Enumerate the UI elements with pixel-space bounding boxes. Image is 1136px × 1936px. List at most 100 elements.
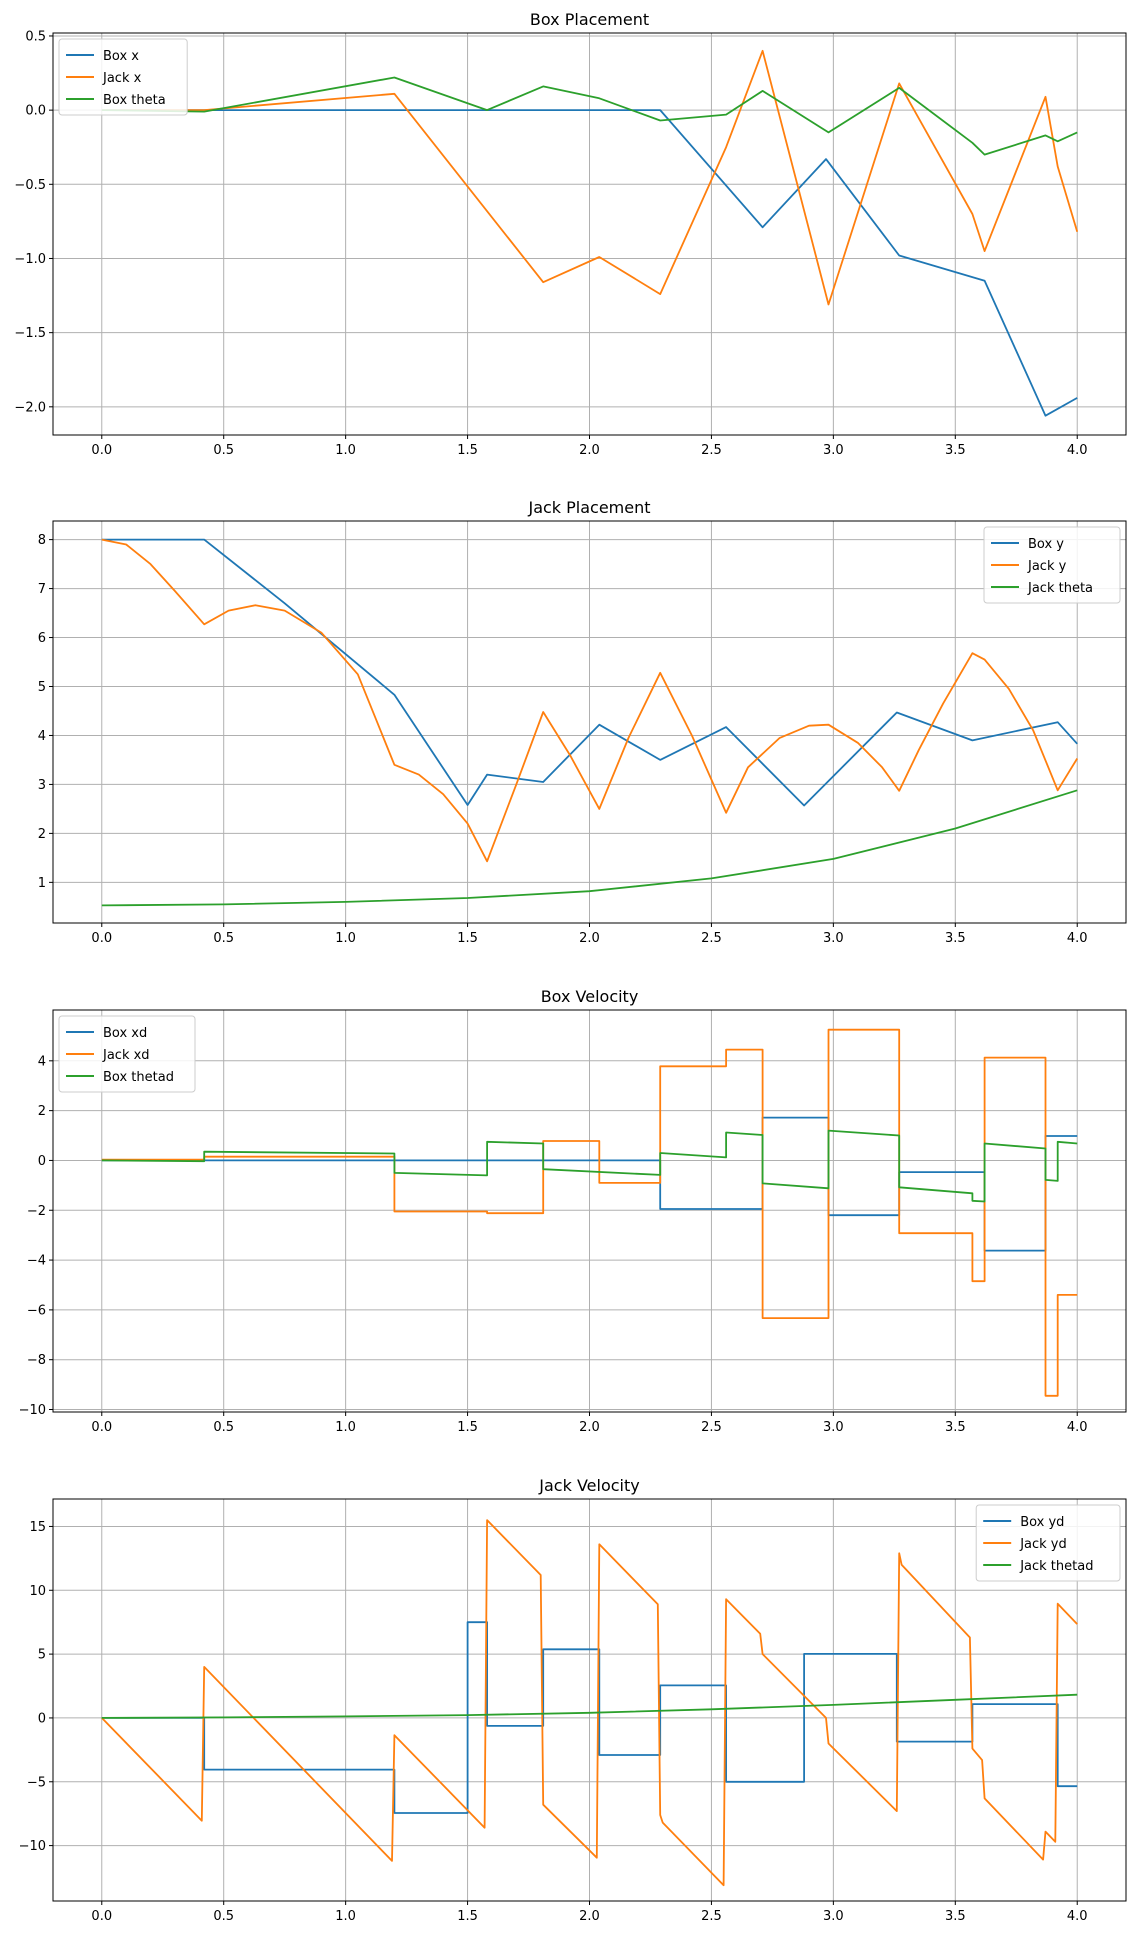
legend-box bbox=[58, 1015, 196, 1093]
x-tick-label: 3.5 bbox=[945, 443, 966, 458]
x-tick-label: 0.0 bbox=[91, 1909, 112, 1924]
legend-label: Jack yd bbox=[1019, 1537, 1067, 1552]
y-tick-label: −2 bbox=[27, 1204, 46, 1219]
x-tick-label: 0.5 bbox=[213, 931, 234, 946]
chart-title: Box Placement bbox=[530, 10, 649, 29]
legend-label: Box yd bbox=[1020, 1515, 1064, 1530]
y-tick-label: 5 bbox=[38, 1648, 46, 1663]
legend-box bbox=[983, 526, 1121, 604]
y-tick-label: −1.0 bbox=[14, 252, 46, 267]
y-tick-label: 4 bbox=[38, 729, 46, 744]
y-tick-label: 0 bbox=[38, 1154, 46, 1169]
legend-label: Box x bbox=[103, 49, 139, 64]
axes-frame bbox=[52, 520, 1127, 924]
y-tick-label: 3 bbox=[38, 778, 46, 793]
y-tick-label: 2 bbox=[38, 1104, 46, 1119]
legend: Box xd Jack xd Box thetad bbox=[58, 1015, 196, 1093]
x-tick-label: 1.0 bbox=[335, 1909, 356, 1924]
y-tick-label: 0 bbox=[38, 1711, 46, 1726]
y-tick-label: 7 bbox=[38, 582, 46, 597]
series-line-box-yd bbox=[101, 1621, 1078, 1814]
series-line-jack-xd bbox=[101, 1028, 1078, 1397]
x-tick-label: 2.5 bbox=[701, 443, 722, 458]
legend-box bbox=[975, 1504, 1121, 1582]
x-tick-label: 1.5 bbox=[457, 1909, 478, 1924]
x-tick-label: 1.5 bbox=[457, 443, 478, 458]
x-tick-label: 0.0 bbox=[91, 443, 112, 458]
subplot-4: Jack Velocity 0.0 0.5 1.0 1.5 2.0 2.5 3.0 3.5 4.0… bbox=[19, 1476, 1127, 1924]
legend: Box yd Jack yd Jack thetad bbox=[975, 1504, 1121, 1582]
series-line-jack-thetad bbox=[101, 1693, 1078, 1719]
chart-title: Jack Placement bbox=[527, 498, 650, 517]
x-tick-label: 2.0 bbox=[579, 1909, 600, 1924]
x-tick-label: 4.0 bbox=[1067, 1420, 1088, 1435]
x-tick-label: 3.0 bbox=[823, 443, 844, 458]
y-tick-label: −6 bbox=[27, 1303, 46, 1318]
legend-label: Jack theta bbox=[1027, 581, 1093, 596]
subplot-3: Box Velocity 0.0 0.5 1.0 1.5 2.0 2.5 3.0 3.5 4.0 4… bbox=[19, 987, 1127, 1435]
legend-label: Jack y bbox=[1027, 559, 1067, 574]
x-tick-label: 2.5 bbox=[701, 1420, 722, 1435]
legend: Box y Jack y Jack theta bbox=[983, 526, 1121, 604]
series-line-jack-y bbox=[101, 538, 1078, 863]
x-tick-label: 4.0 bbox=[1067, 1909, 1088, 1924]
x-tick-label: 1.5 bbox=[457, 931, 478, 946]
series-line-box-theta bbox=[101, 76, 1078, 156]
x-tick-label: 0.0 bbox=[91, 1420, 112, 1435]
x-tick-label: 1.0 bbox=[335, 443, 356, 458]
y-tick-label: 6 bbox=[38, 631, 46, 646]
y-tick-label: −4 bbox=[27, 1254, 46, 1269]
y-tick-label: 10 bbox=[29, 1584, 46, 1599]
x-tick-label: 2.5 bbox=[701, 1909, 722, 1924]
axes-frame bbox=[52, 32, 1127, 436]
x-tick-label: 4.0 bbox=[1067, 443, 1088, 458]
x-tick-label: 3.5 bbox=[945, 931, 966, 946]
legend: Box x Jack x Box theta bbox=[58, 38, 188, 116]
y-tick-label: 5 bbox=[38, 680, 46, 695]
x-tick-label: 0.5 bbox=[213, 1909, 234, 1924]
x-tick-label: 2.0 bbox=[579, 931, 600, 946]
legend-label: Box thetad bbox=[103, 1070, 174, 1085]
x-tick-label: 3.0 bbox=[823, 1420, 844, 1435]
legend-label: Jack xd bbox=[102, 1048, 150, 1063]
x-tick-label: 3.0 bbox=[823, 1909, 844, 1924]
x-tick-label: 0.5 bbox=[213, 443, 234, 458]
chart-title: Box Velocity bbox=[541, 987, 639, 1006]
x-tick-label: 3.0 bbox=[823, 931, 844, 946]
series-line-box-thetad bbox=[101, 1129, 1078, 1203]
legend-label: Jack thetad bbox=[1019, 1559, 1093, 1574]
legend-label: Box xd bbox=[103, 1026, 147, 1041]
x-tick-label: 0.0 bbox=[91, 931, 112, 946]
series-line-jack-x bbox=[101, 49, 1079, 306]
y-tick-label: −10 bbox=[19, 1403, 46, 1418]
x-tick-label: 2.0 bbox=[579, 443, 600, 458]
series-line-jack-theta bbox=[101, 789, 1078, 907]
series-line-jack-yd bbox=[101, 1519, 1078, 1887]
y-tick-label: 15 bbox=[29, 1520, 46, 1535]
x-tick-label: 3.5 bbox=[945, 1909, 966, 1924]
y-tick-label: −0.5 bbox=[14, 178, 46, 193]
y-tick-label: −8 bbox=[27, 1353, 46, 1368]
legend-label: Box y bbox=[1028, 537, 1064, 552]
subplot-2: Jack Placement 0.0 0.5 1.0 1.5 2.0 2.5 3.0 3.5 4.… bbox=[38, 498, 1127, 946]
x-tick-label: 2.0 bbox=[579, 1420, 600, 1435]
x-tick-label: 3.5 bbox=[945, 1420, 966, 1435]
legend-box bbox=[58, 38, 188, 116]
y-tick-label: 0.5 bbox=[25, 29, 46, 44]
y-tick-label: 2 bbox=[38, 827, 46, 842]
series-line-box-xd bbox=[101, 1116, 1078, 1252]
x-tick-label: 1.5 bbox=[457, 1420, 478, 1435]
y-tick-label: 8 bbox=[38, 533, 46, 548]
y-tick-label: 4 bbox=[38, 1054, 46, 1069]
axes-frame bbox=[52, 1009, 1127, 1413]
series-line-box-x bbox=[101, 109, 1078, 417]
y-tick-label: −5 bbox=[27, 1775, 46, 1790]
y-tick-label: −10 bbox=[19, 1839, 46, 1854]
x-tick-label: 4.0 bbox=[1067, 931, 1088, 946]
chart-title: Jack Velocity bbox=[538, 1476, 639, 1495]
subplot-1: Box Placement 0.0 0.5 1.0 1.5 2.0 2.5 3.0 3.5 4.0… bbox=[14, 10, 1127, 458]
x-tick-label: 1.0 bbox=[335, 1420, 356, 1435]
legend-label: Jack x bbox=[102, 71, 142, 86]
x-tick-label: 2.5 bbox=[701, 931, 722, 946]
